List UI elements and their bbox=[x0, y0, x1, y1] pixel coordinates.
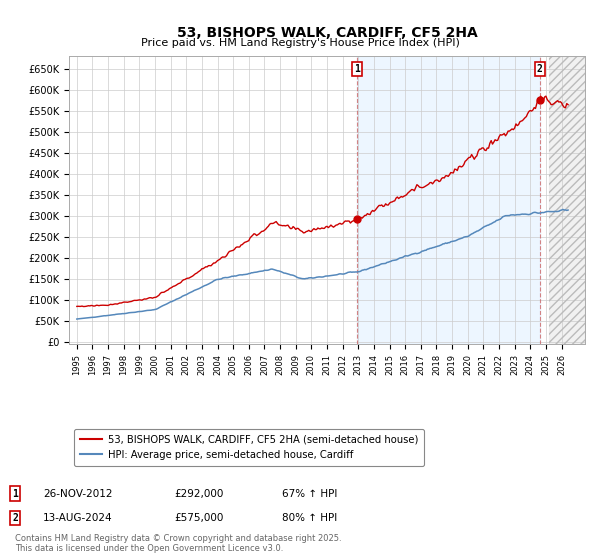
Text: 1: 1 bbox=[12, 489, 18, 499]
Text: 13-AUG-2024: 13-AUG-2024 bbox=[43, 513, 113, 523]
Text: 1: 1 bbox=[354, 64, 359, 73]
Text: 67% ↑ HPI: 67% ↑ HPI bbox=[282, 489, 337, 499]
Text: 80% ↑ HPI: 80% ↑ HPI bbox=[282, 513, 337, 523]
Title: 53, BISHOPS WALK, CARDIFF, CF5 2HA: 53, BISHOPS WALK, CARDIFF, CF5 2HA bbox=[176, 26, 478, 40]
Bar bbox=[357, 56, 539, 344]
Bar bbox=[549, 56, 585, 344]
Text: 2: 2 bbox=[537, 64, 542, 73]
Text: Contains HM Land Registry data © Crown copyright and database right 2025.
This d: Contains HM Land Registry data © Crown c… bbox=[15, 534, 341, 553]
Text: 2: 2 bbox=[12, 513, 18, 523]
Text: £575,000: £575,000 bbox=[174, 513, 223, 523]
Text: 26-NOV-2012: 26-NOV-2012 bbox=[43, 489, 113, 499]
Legend: 53, BISHOPS WALK, CARDIFF, CF5 2HA (semi-detached house), HPI: Average price, se: 53, BISHOPS WALK, CARDIFF, CF5 2HA (semi… bbox=[74, 429, 424, 466]
Bar bbox=[549, 56, 585, 344]
Text: £292,000: £292,000 bbox=[174, 489, 223, 499]
Text: Price paid vs. HM Land Registry's House Price Index (HPI): Price paid vs. HM Land Registry's House … bbox=[140, 38, 460, 48]
